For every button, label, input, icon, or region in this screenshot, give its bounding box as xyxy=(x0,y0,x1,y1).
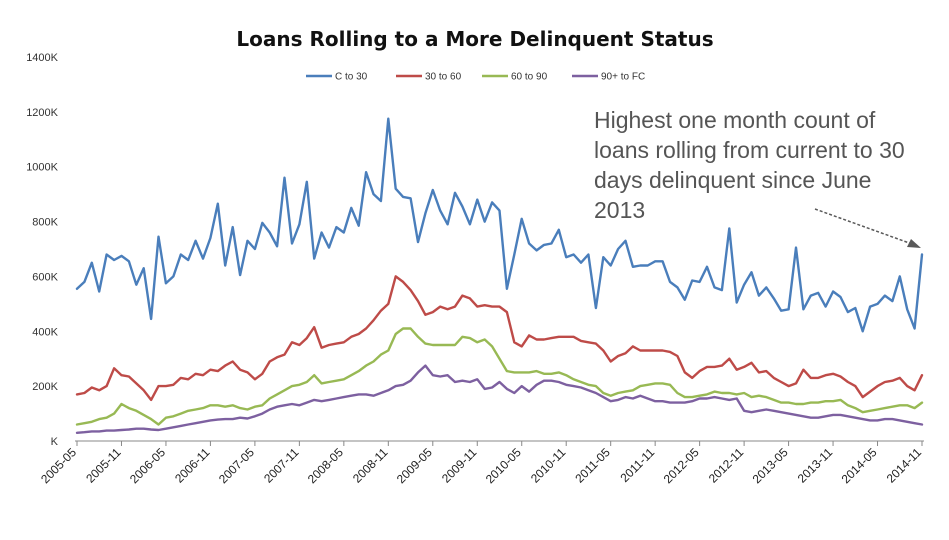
x-tick-label: 2009-11 xyxy=(439,445,480,486)
y-tick-label: 1400K xyxy=(26,52,58,64)
y-tick-label: 600K xyxy=(32,271,58,283)
y-tick-label: 400K xyxy=(32,326,58,338)
x-tick-label: 2011-11 xyxy=(617,445,657,485)
x-tick-label: 2014-11 xyxy=(884,445,925,486)
x-tick-label: 2009-05 xyxy=(394,445,435,486)
x-axis: 2005-05 2005-11 2006-05 2006-11 2007-05 2007-… xyxy=(38,440,925,486)
x-tick-label: 2012-11 xyxy=(706,445,747,486)
y-axis-ticks: K 200K 400K 600K 800K 1000K 1200K 1400K xyxy=(26,52,58,448)
legend-label: C to 30 xyxy=(335,72,368,83)
x-tick-label: 2013-05 xyxy=(750,445,791,486)
x-tick-label: 2014-05 xyxy=(839,445,880,486)
legend-label: 30 to 60 xyxy=(425,72,462,83)
annotation: Highest one month count of loans rolling… xyxy=(594,107,921,248)
annotation-line-2: loans rolling from current to 30 xyxy=(594,137,905,163)
x-tick-label: 2010-11 xyxy=(528,445,569,486)
legend: C to 30 30 to 60 60 to 90 90+ to FC xyxy=(306,72,645,83)
annotation-line-3: days delinquent since June xyxy=(594,167,871,193)
y-tick-label: 1000K xyxy=(26,162,58,174)
x-tick-label: 2006-11 xyxy=(172,445,213,486)
y-tick-label: 800K xyxy=(32,217,58,229)
x-tick-label: 2012-05 xyxy=(661,445,702,486)
x-tick-label: 2008-11 xyxy=(350,445,391,486)
series-lines xyxy=(75,117,924,434)
x-tick-label: 2005-11 xyxy=(83,445,124,486)
x-tick-label: 2006-05 xyxy=(127,445,168,486)
annotation-arrow-line xyxy=(814,208,913,245)
annotation-line-1: Highest one month count of xyxy=(594,107,876,133)
series-line-1 xyxy=(75,117,924,333)
annotation-line-4: 2013 xyxy=(594,197,645,223)
x-tick-label: 2007-11 xyxy=(261,445,302,486)
y-tick-label: 200K xyxy=(32,381,58,393)
legend-label: 60 to 90 xyxy=(511,72,548,83)
series-line-3 xyxy=(75,327,924,426)
x-tick-label: 2005-05 xyxy=(38,445,79,486)
series-line-4 xyxy=(75,364,924,434)
x-tick-label: 2007-05 xyxy=(216,445,257,486)
x-tick-label: 2008-05 xyxy=(305,445,346,486)
series-line-2 xyxy=(75,275,924,402)
y-tick-label: K xyxy=(51,436,59,448)
legend-label: 90+ to FC xyxy=(601,72,645,83)
annotation-arrowhead xyxy=(907,239,921,248)
chart-title: Loans Rolling to a More Delinquent Statu… xyxy=(236,27,713,51)
x-tick-label: 2013-11 xyxy=(795,445,836,486)
x-tick-label: 2010-05 xyxy=(483,445,524,486)
y-tick-label: 1200K xyxy=(26,107,58,119)
x-tick-label: 2011-05 xyxy=(572,445,613,486)
